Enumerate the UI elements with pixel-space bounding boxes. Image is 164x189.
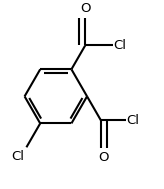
Text: Cl: Cl [127,114,140,127]
Text: O: O [80,2,91,15]
Text: Cl: Cl [12,150,25,163]
Text: O: O [98,151,109,163]
Text: Cl: Cl [114,39,127,52]
